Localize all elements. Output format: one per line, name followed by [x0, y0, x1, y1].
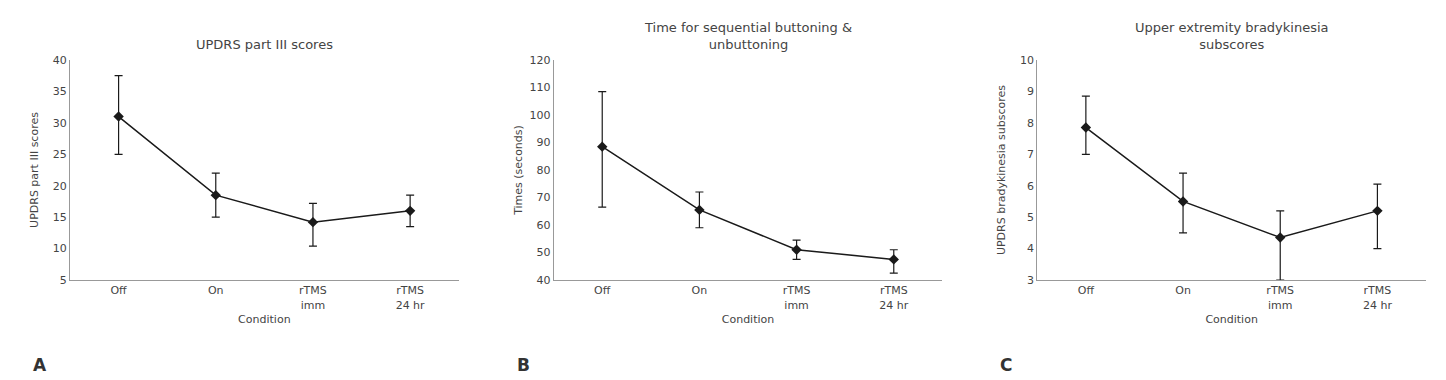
svg-text:Upper extremity bradykinesiasu: Upper extremity bradykinesiasubscores — [1135, 20, 1329, 52]
svg-text:Condition: Condition — [238, 313, 291, 326]
svg-text:On: On — [1175, 284, 1191, 297]
svg-text:15: 15 — [53, 211, 67, 224]
svg-text:Off: Off — [594, 284, 611, 297]
svg-text:8: 8 — [1027, 117, 1034, 130]
svg-text:7: 7 — [1027, 148, 1034, 161]
svg-text:120: 120 — [529, 54, 550, 67]
svg-text:100: 100 — [529, 109, 550, 122]
svg-text:90: 90 — [536, 136, 550, 149]
svg-text:40: 40 — [53, 54, 67, 67]
svg-text:5: 5 — [60, 274, 67, 287]
svg-text:5: 5 — [1027, 211, 1034, 224]
svg-text:A: A — [33, 355, 47, 375]
svg-text:80: 80 — [536, 164, 550, 177]
svg-text:9: 9 — [1027, 85, 1034, 98]
svg-text:B: B — [517, 355, 530, 375]
svg-text:rTMSimm: rTMSimm — [299, 284, 327, 311]
svg-text:rTMSimm: rTMSimm — [783, 284, 811, 311]
svg-text:C: C — [1000, 355, 1012, 375]
svg-text:60: 60 — [536, 219, 550, 232]
svg-text:Condition: Condition — [1205, 313, 1258, 326]
svg-text:Condition: Condition — [722, 313, 775, 326]
svg-text:rTMS24 hr: rTMS24 hr — [396, 284, 425, 311]
svg-text:50: 50 — [536, 246, 550, 259]
svg-text:20: 20 — [53, 180, 67, 193]
svg-text:On: On — [692, 284, 708, 297]
svg-text:rTMS24 hr: rTMS24 hr — [879, 284, 908, 311]
svg-text:Times (seconds): Times (seconds) — [512, 125, 525, 216]
svg-text:25: 25 — [53, 148, 67, 161]
svg-text:110: 110 — [529, 81, 550, 94]
svg-text:3: 3 — [1027, 274, 1034, 287]
svg-text:4: 4 — [1027, 242, 1034, 255]
svg-text:6: 6 — [1027, 180, 1034, 193]
svg-text:On: On — [208, 284, 224, 297]
svg-text:UPDRS part III scores: UPDRS part III scores — [28, 112, 41, 228]
svg-text:40: 40 — [536, 274, 550, 287]
svg-text:35: 35 — [53, 85, 67, 98]
svg-text:Off: Off — [1078, 284, 1095, 297]
svg-text:70: 70 — [536, 191, 550, 204]
svg-text:UPDRS bradykinesia subscores: UPDRS bradykinesia subscores — [995, 85, 1008, 255]
svg-text:UPDRS part III scores: UPDRS part III scores — [196, 37, 333, 52]
svg-text:10: 10 — [1020, 54, 1034, 67]
svg-text:30: 30 — [53, 117, 67, 130]
svg-text:10: 10 — [53, 242, 67, 255]
svg-text:Time for sequential buttoning: Time for sequential buttoning &unbuttoni… — [644, 20, 852, 52]
svg-text:Off: Off — [110, 284, 127, 297]
svg-text:rTMSimm: rTMSimm — [1266, 284, 1294, 311]
svg-text:rTMS24 hr: rTMS24 hr — [1363, 284, 1392, 311]
